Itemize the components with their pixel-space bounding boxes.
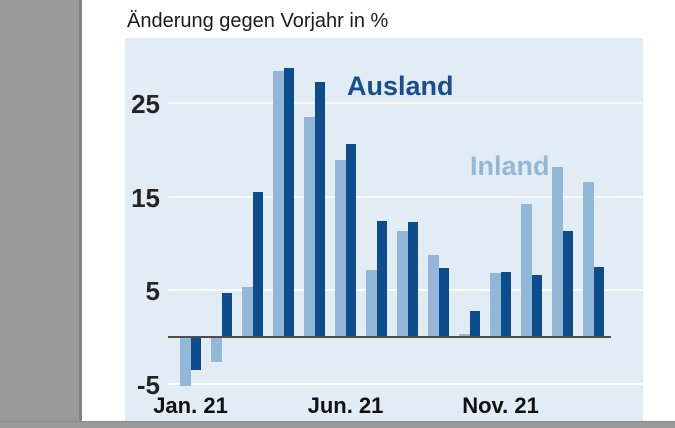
- ausland-bar-2: [221, 292, 232, 337]
- zero-axis-line: [168, 336, 611, 339]
- viewer-bottom-strip: [0, 421, 675, 428]
- ausland-bar-13: [562, 231, 573, 337]
- inland-bar-6: [335, 160, 346, 337]
- ausland-bar-7: [376, 221, 387, 337]
- series-label-ausland: Ausland: [347, 71, 454, 101]
- y-tick-label-15: 15: [131, 182, 160, 213]
- y-tick-label-5: 5: [145, 276, 160, 307]
- x-tick-label-jan-21: Jan. 21: [153, 393, 228, 418]
- inland-bar-9: [428, 254, 439, 337]
- ausland-bar-8: [407, 221, 418, 337]
- inland-bar-13: [552, 166, 563, 337]
- ausland-bar-14: [593, 266, 604, 337]
- inland-bar-14: [583, 181, 594, 337]
- plot-area: 25 15 5 -5 Ausland Inland Jan. 21 Jun. 21 Nov…: [125, 38, 643, 421]
- series-label-inland: Inland: [470, 151, 550, 181]
- y-tick-label--5: -5: [136, 369, 160, 400]
- inland-bar-3: [242, 287, 253, 337]
- x-tick-label-nov-21: Nov. 21: [462, 393, 539, 418]
- inland-bar-10: [459, 334, 470, 337]
- gridline-25: [168, 102, 643, 105]
- inland-bar-7: [366, 269, 377, 337]
- inland-bar-2: [211, 337, 222, 363]
- inland-bar-12: [521, 204, 532, 337]
- inland-bar-1: [180, 337, 191, 387]
- inland-bar-5: [304, 117, 315, 337]
- y-tick-label-25: 25: [131, 89, 160, 120]
- gridline--5: [168, 382, 643, 385]
- inland-bar-4: [273, 70, 284, 337]
- ausland-bar-9: [438, 267, 449, 337]
- viewer-gray-sidebar: [0, 0, 82, 428]
- ausland-bar-6: [345, 144, 356, 337]
- inland-bar-11: [490, 273, 501, 337]
- chart-title: Änderung gegen Vorjahr in %: [127, 10, 389, 32]
- inland-bar-8: [397, 231, 408, 337]
- ausland-bar-1: [190, 337, 201, 370]
- ausland-bar-5: [314, 81, 325, 337]
- gridline-15: [168, 195, 643, 198]
- ausland-bar-3: [252, 192, 263, 337]
- ausland-bar-12: [531, 275, 542, 337]
- x-tick-label-jun-21: Jun. 21: [307, 393, 384, 418]
- ausland-bar-11: [500, 272, 511, 337]
- ausland-bar-4: [283, 67, 294, 337]
- ausland-bar-10: [469, 310, 480, 337]
